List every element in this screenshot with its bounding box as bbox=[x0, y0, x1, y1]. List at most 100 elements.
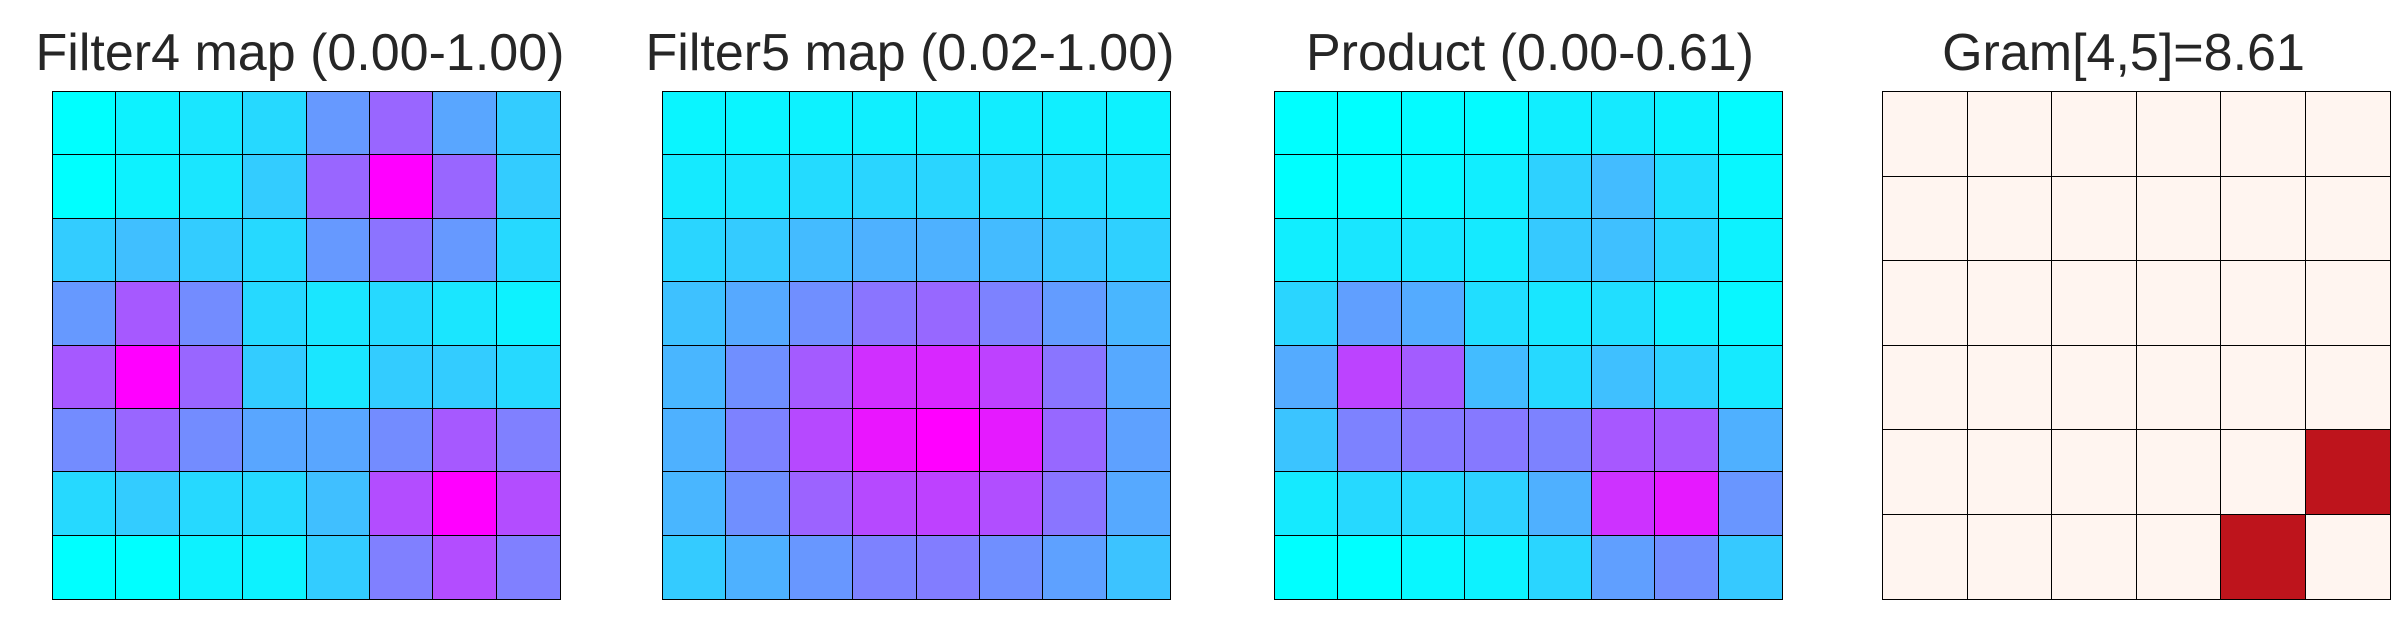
heatmap-cell bbox=[1106, 472, 1170, 536]
heatmap-cell bbox=[1591, 155, 1656, 219]
heatmap-cell bbox=[179, 408, 244, 473]
heatmap-cell bbox=[433, 155, 497, 219]
heatmap-cell bbox=[2052, 430, 2137, 515]
heatmap-cell bbox=[1655, 92, 1719, 156]
heatmap-cell bbox=[1718, 472, 1782, 536]
heatmap-cell bbox=[726, 282, 790, 346]
heatmap-cell bbox=[243, 218, 307, 283]
heatmap-cell bbox=[369, 92, 434, 156]
heatmap-cell bbox=[1043, 472, 1107, 536]
chart-title: Gram[4,5]=8.61 bbox=[1942, 24, 2305, 82]
heatmap-cell bbox=[369, 282, 434, 346]
heatmap-cell bbox=[2136, 345, 2221, 430]
heatmap-cell bbox=[1528, 472, 1592, 536]
heatmap-cell bbox=[853, 282, 917, 346]
heatmap-cell bbox=[306, 408, 370, 473]
heatmap-cell bbox=[2136, 176, 2221, 261]
heatmap-cell bbox=[1591, 92, 1656, 156]
chart-title: Filter4 map (0.00-1.00) bbox=[35, 24, 565, 82]
heatmap-cell bbox=[789, 282, 854, 346]
heatmap-cell bbox=[1718, 408, 1782, 473]
heatmap-cell bbox=[306, 155, 370, 219]
heatmap-cell bbox=[179, 218, 244, 283]
heatmap-cell bbox=[1655, 535, 1719, 599]
heatmap-cell bbox=[1591, 472, 1656, 536]
heatmap-cell bbox=[916, 535, 980, 599]
heatmap-cell bbox=[2052, 345, 2137, 430]
heatmap-cell bbox=[663, 218, 727, 283]
heatmap-cell bbox=[789, 92, 854, 156]
heatmap-cell bbox=[979, 472, 1044, 536]
heatmap-filter5 bbox=[662, 91, 1171, 600]
heatmap-cell bbox=[369, 218, 434, 283]
heatmap-cell bbox=[243, 345, 307, 409]
heatmap-cell bbox=[1718, 218, 1782, 283]
heatmap-cell bbox=[1528, 155, 1592, 219]
heatmap-cell bbox=[179, 155, 244, 219]
heatmap-cell bbox=[1883, 92, 1968, 177]
heatmap-cell bbox=[916, 472, 980, 536]
heatmap-cell bbox=[1591, 282, 1656, 346]
heatmap-cell bbox=[1465, 92, 1529, 156]
heatmap-cell bbox=[1718, 155, 1782, 219]
heatmap-cell bbox=[979, 282, 1044, 346]
heatmap-cell bbox=[1528, 282, 1592, 346]
heatmap-cell bbox=[1106, 218, 1170, 283]
heatmap-cell bbox=[179, 535, 244, 599]
heatmap-cell bbox=[853, 155, 917, 219]
heatmap-cell bbox=[2136, 430, 2221, 515]
heatmap-cell bbox=[1465, 345, 1529, 409]
heatmap-cell bbox=[1591, 345, 1656, 409]
heatmap-cell bbox=[1338, 408, 1402, 473]
heatmap-cell bbox=[306, 282, 370, 346]
heatmap-cell bbox=[1465, 408, 1529, 473]
heatmap-cell bbox=[306, 535, 370, 599]
heatmap-cell bbox=[433, 535, 497, 599]
heatmap-cell bbox=[1043, 92, 1107, 156]
heatmap-cell bbox=[433, 92, 497, 156]
heatmap-cell bbox=[1338, 345, 1402, 409]
heatmap-cell bbox=[726, 218, 790, 283]
heatmap-cell bbox=[1401, 472, 1466, 536]
heatmap-cell bbox=[1967, 92, 2052, 177]
heatmap-cell bbox=[1401, 408, 1466, 473]
heatmap-cell bbox=[1401, 535, 1466, 599]
heatmap-cell bbox=[53, 218, 117, 283]
heatmap-cell bbox=[306, 218, 370, 283]
heatmap-cell bbox=[979, 218, 1044, 283]
heatmap-cell bbox=[1465, 155, 1529, 219]
heatmap-cell bbox=[1591, 408, 1656, 473]
heatmap-cell bbox=[243, 155, 307, 219]
heatmap-cell bbox=[916, 345, 980, 409]
heatmap-cell bbox=[663, 472, 727, 536]
heatmap-cell bbox=[1591, 218, 1656, 283]
heatmap-cell bbox=[1718, 345, 1782, 409]
heatmap-cell bbox=[1106, 92, 1170, 156]
heatmap-cell bbox=[1401, 92, 1466, 156]
heatmap-cell bbox=[243, 282, 307, 346]
heatmap-cell bbox=[496, 282, 560, 346]
heatmap-cell bbox=[1655, 345, 1719, 409]
heatmap-cell bbox=[1106, 345, 1170, 409]
heatmap-cell bbox=[2221, 514, 2306, 599]
heatmap-cell bbox=[1591, 535, 1656, 599]
heatmap-cell bbox=[663, 155, 727, 219]
heatmap-cell bbox=[369, 155, 434, 219]
heatmap-cell bbox=[1718, 282, 1782, 346]
heatmap-cell bbox=[1883, 345, 1968, 430]
heatmap-cell bbox=[53, 472, 117, 536]
heatmap-cell bbox=[1718, 92, 1782, 156]
heatmap-product bbox=[1274, 91, 1783, 600]
heatmap-cell bbox=[179, 282, 244, 346]
heatmap-cell bbox=[1883, 430, 1968, 515]
heatmap-cell bbox=[369, 535, 434, 599]
heatmap-cell bbox=[116, 155, 180, 219]
heatmap-cell bbox=[243, 92, 307, 156]
heatmap-cell bbox=[916, 92, 980, 156]
heatmap-cell bbox=[1043, 155, 1107, 219]
heatmap-cell bbox=[1043, 535, 1107, 599]
heatmap-cell bbox=[1338, 155, 1402, 219]
heatmap-cell bbox=[1275, 92, 1339, 156]
heatmap-cell bbox=[1528, 345, 1592, 409]
